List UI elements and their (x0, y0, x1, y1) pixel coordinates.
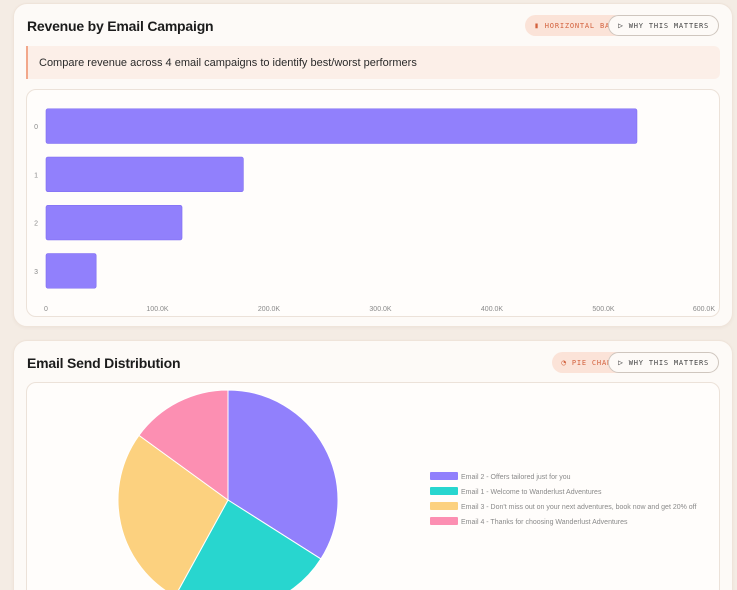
x-tick-label: 500.0K (592, 306, 615, 313)
y-tick-label: 3 (34, 269, 38, 276)
legend-swatch (430, 487, 458, 495)
bar-3[interactable] (45, 253, 97, 289)
insight-callout: Compare revenue across 4 email campaigns… (26, 46, 720, 79)
chart-type-badge: ◔ PIE CHART (552, 352, 626, 373)
pie-slice-1[interactable] (227, 389, 339, 560)
insight-text: Compare revenue across 4 email campaigns… (39, 56, 417, 69)
why-this-matters-button[interactable]: ▷ WHY THIS MATTERS (608, 352, 719, 373)
x-tick-label: 600.0K (693, 306, 716, 313)
x-tick-label: 0 (44, 306, 48, 313)
x-tick-label: 300.0K (369, 306, 392, 313)
legend-swatch (430, 502, 458, 510)
bar-0[interactable] (45, 108, 638, 144)
pie-slice-4[interactable] (138, 389, 229, 501)
chart-type-label: HORIZONTAL BAR (544, 21, 615, 30)
chart-type-badge: ▮ HORIZONTAL BAR (525, 15, 624, 36)
legend-label[interactable]: Email 3 - Don't miss out on your next ad… (461, 504, 697, 511)
x-tick-label: 100.0K (146, 306, 169, 313)
pie-chart-icon: ◔ (561, 358, 567, 367)
y-tick-label: 1 (34, 172, 38, 179)
pie-slice-2[interactable] (175, 499, 322, 590)
bar-chart-frame: 0 1 2 3 0 100.0K 200.0K 300.0K 400.0K 500.0K 600.0… (26, 89, 720, 317)
distribution-card: Email Send Distribution ◔ PIE CHART ▷ WH… (13, 340, 733, 590)
legend-label[interactable]: Email 1 - Welcome to Wanderlust Adventur… (461, 489, 602, 496)
x-tick-label: 400.0K (481, 306, 504, 313)
legend-swatch (430, 472, 458, 480)
bar-2[interactable] (45, 204, 183, 241)
play-icon: ▷ (618, 21, 624, 30)
pie-slice-3[interactable] (117, 434, 229, 590)
play-icon: ▷ (618, 358, 624, 367)
y-tick-label: 0 (34, 124, 38, 131)
revenue-card: Revenue by Email Campaign ▮ HORIZONTAL B… (13, 3, 733, 327)
y-tick-label: 2 (34, 221, 38, 228)
bar-chart-icon: ▮ (534, 21, 540, 30)
card-title: Revenue by Email Campaign (27, 18, 214, 34)
x-tick-label: 200.0K (258, 306, 281, 313)
pie-chart: Email 2 - Offers tailored just for you Em… (117, 389, 697, 590)
bar-chart: 0 1 2 3 0 100.0K 200.0K 300.0K 400.0K 500.0K 600.0… (34, 108, 716, 313)
legend-label[interactable]: Email 2 - Offers tailored just for you (461, 474, 571, 481)
pie-chart-frame: Email 2 - Offers tailored just for you Em… (26, 382, 720, 590)
legend-swatch (430, 517, 458, 525)
why-this-matters-label: WHY THIS MATTERS (628, 358, 709, 367)
card-title: Email Send Distribution (27, 355, 181, 371)
why-this-matters-label: WHY THIS MATTERS (628, 21, 709, 30)
legend-label[interactable]: Email 4 - Thanks for choosing Wanderlust… (461, 519, 628, 526)
bar-1[interactable] (45, 156, 244, 193)
chart-type-label: PIE CHART (571, 358, 617, 367)
why-this-matters-button[interactable]: ▷ WHY THIS MATTERS (608, 15, 719, 36)
